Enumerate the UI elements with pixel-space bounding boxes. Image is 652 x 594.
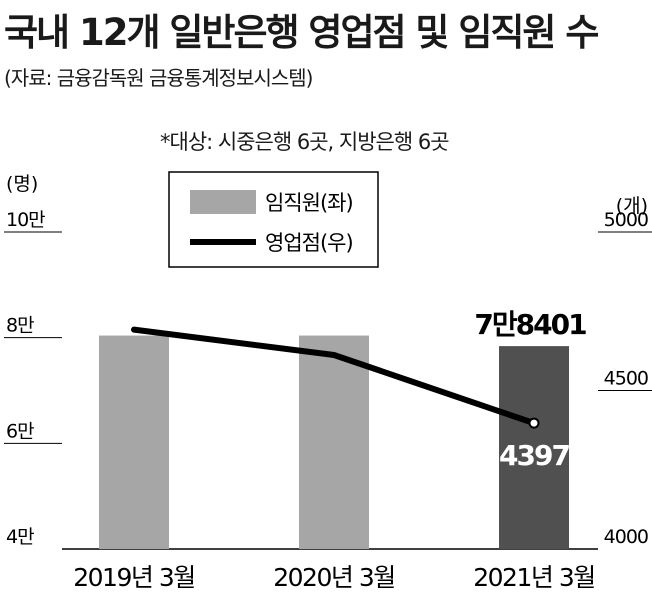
x-tick-label: 2021년 3월 <box>473 563 594 592</box>
right-axis-unit: (개) <box>616 195 648 217</box>
legend: 임직원(좌) 영업점(우) <box>168 171 379 268</box>
left-tick-label: 4만 <box>6 526 34 548</box>
line-value-label: 4397 <box>499 439 569 472</box>
left-axis-unit: (명) <box>6 173 38 195</box>
bar-2 <box>299 335 369 549</box>
left-tick-label: 10만 <box>6 209 45 231</box>
bar-3 <box>499 346 569 549</box>
right-tick-label: 4000 <box>604 526 648 548</box>
left-tick-label: 6만 <box>6 420 34 442</box>
legend-line-label: 영업점(우) <box>265 231 353 255</box>
line-point-marker <box>528 417 540 429</box>
bar-1 <box>99 335 169 549</box>
target-note: *대상: 시중은행 6곳, 지방은행 6곳 <box>160 130 450 154</box>
chart-title: 국내 12개 일반은행 영업점 및 임직원 수 <box>4 11 599 54</box>
right-tick-label: 5000 <box>604 209 648 231</box>
legend-box <box>168 171 379 268</box>
line-series-branches <box>131 326 537 427</box>
right-tick-label: 4500 <box>604 368 648 390</box>
legend-bar-swatch <box>190 190 256 214</box>
x-tick-label: 2020년 3월 <box>273 563 394 592</box>
legend-bar-label: 임직원(좌) <box>265 191 353 215</box>
x-tick-label: 2019년 3월 <box>73 563 194 592</box>
bar-value-label: 7만8401 <box>474 308 586 341</box>
source-note: (자료: 금융감독원 금융통계정보시스템) <box>4 66 313 90</box>
left-tick-label: 8만 <box>6 315 34 337</box>
